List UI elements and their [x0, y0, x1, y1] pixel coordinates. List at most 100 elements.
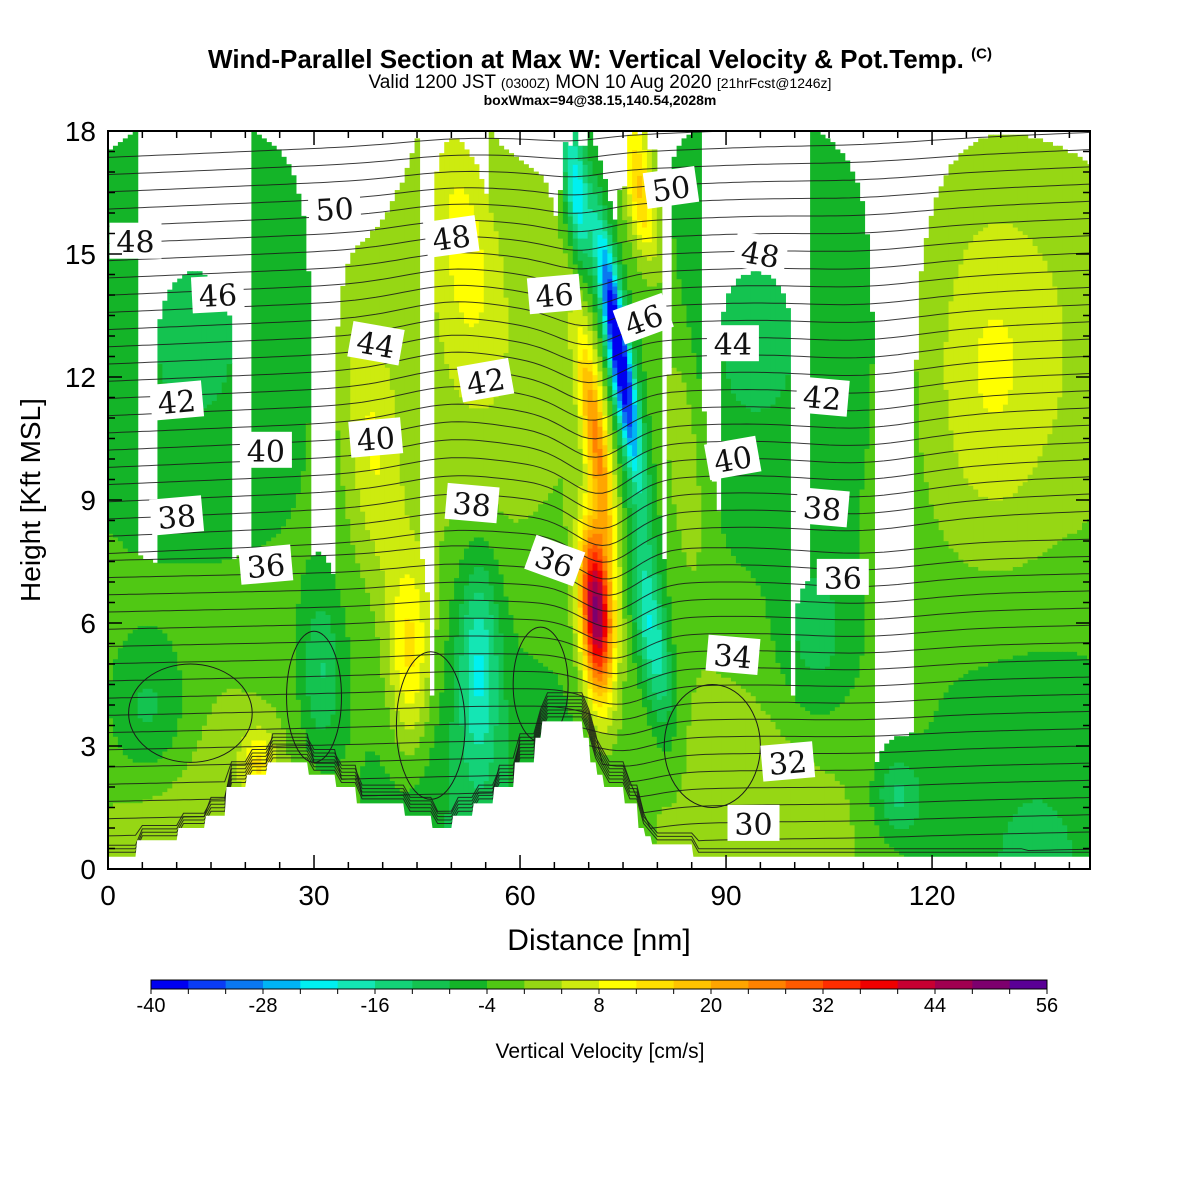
w-cell	[641, 452, 648, 571]
w-cell	[548, 197, 554, 494]
w-cell	[597, 581, 604, 593]
w-cell	[523, 651, 529, 869]
w-cell	[424, 721, 430, 767]
w-cell	[1077, 529, 1083, 656]
w-cell	[612, 404, 618, 416]
w-cell	[740, 404, 747, 568]
w-cell	[162, 562, 168, 634]
colorbar-swatch	[487, 980, 525, 989]
w-cell	[607, 385, 613, 401]
w-cell	[562, 142, 569, 173]
contour-label-text: 40	[711, 440, 755, 481]
w-cell	[137, 555, 144, 627]
theta-contour	[108, 304, 1090, 348]
w-cell	[617, 326, 623, 387]
w-cell	[775, 285, 782, 398]
w-cell	[468, 156, 475, 206]
w-cell	[414, 540, 421, 590]
w-cell	[632, 363, 638, 379]
w-cell	[958, 559, 964, 678]
w-cell	[894, 806, 900, 830]
contour-label-text: 40	[355, 421, 396, 459]
contour-label-box	[703, 435, 762, 481]
w-cell	[1047, 806, 1053, 869]
w-cell	[404, 573, 411, 619]
w-cell	[508, 153, 515, 520]
w-cell	[597, 370, 604, 387]
contour-label-text: 36	[824, 562, 862, 597]
w-cell	[577, 651, 584, 671]
w-cell	[597, 654, 604, 667]
w-cell	[414, 721, 421, 748]
w-cell	[661, 640, 668, 697]
w-cell	[112, 736, 119, 804]
w-cell	[503, 149, 510, 298]
contour-label: 44	[347, 320, 405, 366]
w-cell	[993, 319, 999, 413]
w-cell	[1017, 230, 1024, 486]
w-cell	[696, 485, 702, 553]
w-cell	[1017, 485, 1024, 568]
w-cell	[1042, 802, 1049, 869]
w-cell	[483, 540, 490, 571]
contour-label-box	[706, 325, 759, 362]
w-cell	[582, 492, 589, 516]
w-cell	[409, 666, 416, 704]
w-cell	[726, 677, 732, 869]
w-cell	[305, 271, 312, 424]
w-cell	[360, 241, 366, 331]
w-cell	[651, 710, 658, 737]
w-cell	[577, 566, 584, 608]
w-cell	[953, 160, 960, 280]
w-cell	[592, 311, 599, 331]
w-cell	[666, 806, 673, 869]
w-cell	[587, 160, 594, 184]
w-cell	[127, 632, 134, 759]
w-cell	[266, 702, 272, 734]
w-cell	[335, 588, 341, 767]
w-cell	[602, 732, 608, 756]
w-cell	[1022, 134, 1029, 235]
w-cell	[315, 610, 322, 730]
w-cell	[968, 485, 974, 568]
theta-contour	[108, 709, 1090, 846]
w-cell	[765, 407, 772, 619]
w-cell	[434, 725, 440, 869]
w-cell	[632, 621, 638, 663]
w-cell	[592, 518, 599, 534]
w-cell	[617, 463, 623, 497]
w-cell	[622, 289, 628, 306]
w-cell	[478, 743, 485, 789]
w-cell	[691, 570, 697, 693]
w-cell	[409, 728, 416, 756]
box-info: boxWmax=94@38.15,140.54,2028m	[483, 92, 717, 108]
w-cell	[1077, 156, 1083, 531]
w-cell	[651, 673, 658, 693]
w-cell	[449, 518, 455, 601]
contour-label: 42	[456, 357, 515, 403]
w-cell	[859, 201, 866, 490]
w-cell	[473, 407, 480, 494]
w-cell	[1047, 547, 1053, 652]
w-cell	[261, 761, 267, 767]
w-cell	[459, 142, 465, 187]
contour-labels: 48 50 46 48 46 50 48 46 44 42 44 42 40 40 42 40 38 38 38 36…	[109, 165, 869, 843]
contour-label-box	[731, 230, 790, 276]
w-cell	[627, 381, 633, 427]
w-cell	[320, 555, 327, 612]
w-cell	[943, 389, 950, 542]
w-cell	[295, 603, 302, 700]
w-cell	[379, 219, 386, 353]
w-cell	[1007, 570, 1014, 660]
w-cell	[572, 666, 579, 737]
w-cell	[454, 300, 460, 390]
w-cell	[444, 640, 450, 815]
w-cell	[597, 570, 604, 582]
w-cell	[1012, 566, 1019, 656]
colorbar-swatch	[524, 980, 563, 989]
w-cell	[587, 669, 594, 682]
w-cell	[627, 134, 633, 195]
w-cell	[567, 625, 574, 715]
w-cell	[122, 754, 129, 804]
w-cell	[374, 341, 381, 427]
